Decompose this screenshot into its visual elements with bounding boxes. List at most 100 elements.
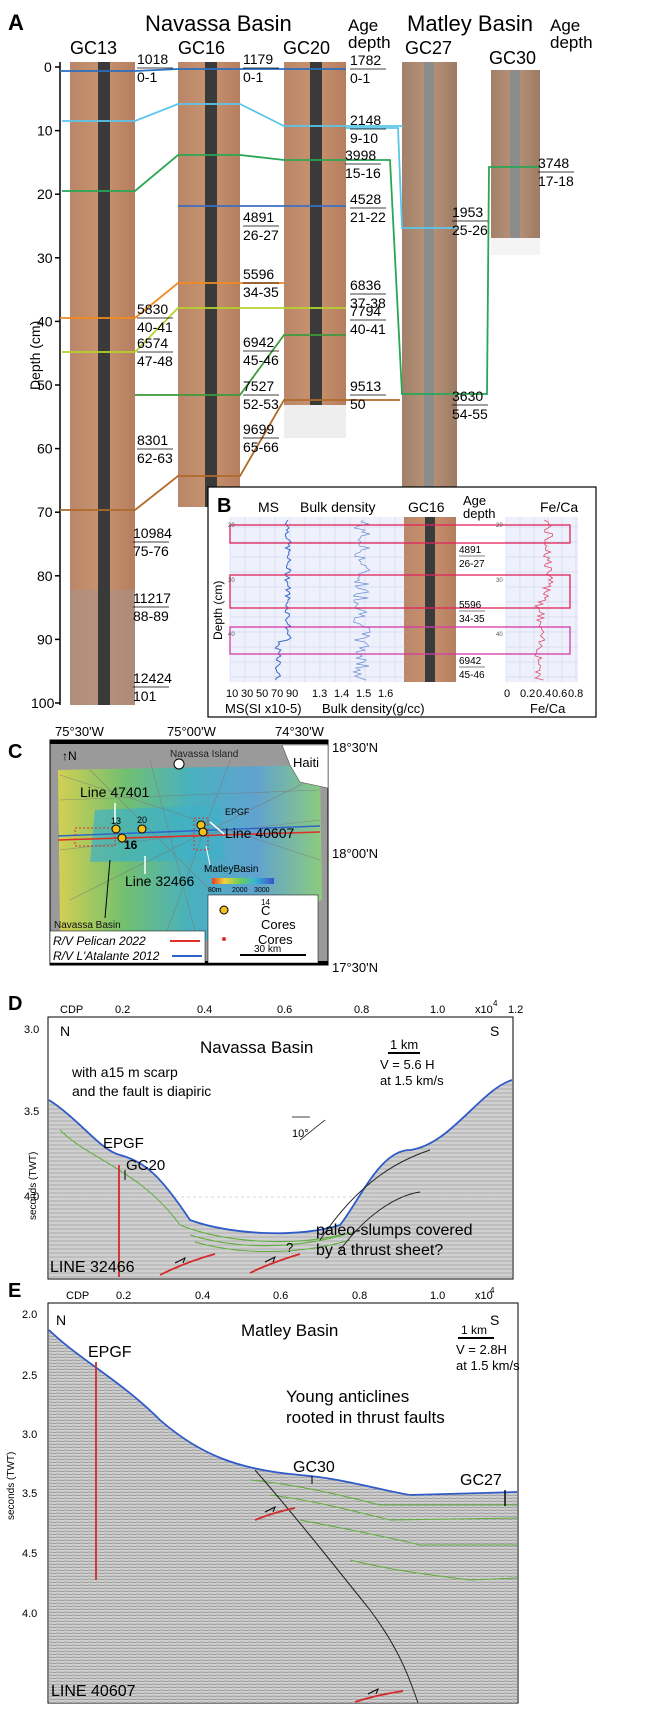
age-labels: 10180-1583040-41657447-48830162-63109847…	[133, 51, 574, 704]
y-tick-d-1: 3.0	[24, 1024, 39, 1036]
bd-tick-label: 1.5	[356, 688, 371, 700]
y-tick-e-2: 2.5	[22, 1370, 37, 1382]
navassa-island-marker	[173, 758, 185, 770]
panel-c-letter: C	[8, 741, 22, 763]
age-depth-gc20: 9-10	[350, 130, 378, 146]
c14-core-symbol	[219, 905, 229, 915]
age-depth-gc13: 101	[133, 688, 157, 704]
cores-label: Cores	[258, 932, 293, 947]
correlation-line-brown	[60, 399, 400, 511]
north-arrow: ↑N	[62, 749, 77, 763]
panel-b-fe-depth-tick: 30	[496, 578, 503, 584]
navassa-island-label: Navassa Island	[170, 749, 238, 760]
ms-tick-label: 70	[271, 688, 283, 700]
age-depth-header-2: Age depth	[550, 16, 593, 52]
age-value-gc16: 4891	[243, 209, 274, 225]
cdp-tick-label-e: 0.6	[273, 1290, 288, 1302]
core-gc16	[178, 62, 240, 507]
age-value-gc30: 3748	[538, 155, 569, 171]
core-20-marker	[137, 824, 147, 834]
fe-tick-label: 0.2	[520, 688, 535, 700]
panel-b-age-labels: 4891 26-27 5596 34-35 6942 45-46	[459, 545, 485, 681]
panel-b-depth-tick: 30	[228, 578, 235, 584]
core-20-label: 20	[137, 815, 147, 825]
age-depth-gc16: 45-46	[243, 352, 279, 368]
panel-a-letter: A	[8, 10, 24, 35]
core-name-gc30: GC30	[489, 48, 536, 68]
panel-b-age-value: 5596	[459, 600, 482, 611]
panel-b-depth-label: Depth (cm)	[211, 581, 225, 640]
seafloor-e	[48, 1329, 518, 1496]
cdp-tick-label-e: 0.2	[116, 1290, 131, 1302]
lat-label-2: 18°00'N	[332, 846, 378, 861]
depth-tick-label: 100	[31, 695, 55, 711]
depth-tick-label: 10	[37, 123, 53, 139]
line-40607-label: Line 40607	[225, 825, 295, 841]
fe-axis-label: Fe/Ca	[530, 701, 566, 716]
core-name-gc20: GC20	[283, 38, 330, 58]
age-depth-gc27: 54-55	[452, 406, 488, 422]
vertical-exaggeration-d: V = 5.6 H	[380, 1057, 435, 1072]
age-value-gc20: 3998	[345, 147, 376, 163]
cdp-tick-label-d: 0.8	[354, 1004, 369, 1016]
cdp-tick-label-d: 1.0	[430, 1004, 445, 1016]
panel-b-depth-tick: 20	[228, 523, 235, 529]
lat-label-1: 18°30'N	[332, 740, 378, 755]
navassa-basin-title-d: Navassa Basin	[200, 1038, 313, 1057]
age-depth-gc20: 15-16	[345, 165, 381, 181]
north-label-e: N	[56, 1312, 66, 1328]
cdp-tick-label-d: 0.6	[277, 1004, 292, 1016]
depth-tick-label: 70	[37, 504, 53, 520]
core-13-marker	[111, 824, 121, 834]
panel-b-fe-depth-tick: 20	[496, 523, 503, 529]
correlation-line-yellow-green	[62, 307, 346, 353]
age-value-gc16: 7527	[243, 378, 274, 394]
velocity-label-d: at 1.5 km/s	[380, 1073, 444, 1088]
depth-axis-ticks: 0 10 20 30 40 50 60 70 80 90 100	[31, 59, 60, 711]
gc30-label-e: GC30	[293, 1459, 335, 1476]
haiti-landmass	[281, 744, 329, 789]
epgf-label-e: EPGF	[88, 1344, 132, 1361]
highlight-box-2	[229, 574, 571, 609]
ms-tick-label: 10	[226, 688, 238, 700]
age-value-gc16: 5596	[243, 266, 274, 282]
age-value-gc27: 1953	[452, 204, 483, 220]
panel-b-axis-ticks: 10 30 50 70 90 1.3 1.4 1.5 1.6 0 0.2 0.4 0.6 0.8	[226, 688, 583, 700]
scale-label-e: 1 km	[461, 1323, 487, 1337]
cdp-ticks-e: 0.2 0.4 0.6 0.8 1.0	[116, 1290, 445, 1302]
panel-d-letter: D	[8, 993, 22, 1015]
highlight-box-3	[229, 626, 571, 655]
scale-label: 30 km	[254, 944, 281, 955]
y-tick-e-6: 4.0	[22, 1608, 37, 1620]
header-ms: MS	[258, 499, 279, 515]
core-13-label: 13	[111, 816, 121, 826]
core-name-gc27: GC27	[405, 38, 452, 58]
age-depth-gc16: 0-1	[243, 69, 263, 85]
bulk-density-curve	[352, 519, 371, 681]
age-depth-header-1: Age depth	[348, 16, 391, 52]
panel-e-letter: E	[8, 1280, 21, 1302]
age-depth-gc13: 40-41	[137, 319, 173, 335]
slump-note-d: paleo-slumps covered by a thrust sheet?	[316, 1222, 473, 1259]
age-value-gc20: 7794	[350, 303, 381, 319]
age-value-gc20: 1782	[350, 52, 381, 68]
panel-d: D CDP 0.2 0.4 0.6 0.8 1.0 1.2 x10 4 N S Navas…	[8, 993, 523, 1280]
core-gc13	[70, 62, 135, 705]
lon-label-2: 75°00'W	[167, 724, 217, 739]
age-value-gc13: 12424	[133, 670, 172, 686]
panel-b-age-value: 6942	[459, 656, 482, 667]
panel-b-letter: B	[217, 495, 231, 517]
cdp-ticks-d: 0.2 0.4 0.6 0.8 1.0 1.2	[115, 1004, 523, 1016]
age-depth-gc13: 88-89	[133, 608, 169, 624]
ms-axis-label: MS(SI x10-5)	[225, 701, 302, 716]
correlation-lines	[60, 68, 540, 511]
age-value-gc13: 5830	[137, 301, 168, 317]
lon-label-3: 74°30'W	[275, 724, 325, 739]
fe-tick-label: 0.6	[552, 688, 567, 700]
cdp-label-e: CDP	[66, 1290, 89, 1302]
y-tick-e-5: 4.5	[22, 1548, 37, 1560]
line-47401-label: Line 47401	[80, 784, 150, 800]
x10-exponent-d: 4	[493, 999, 498, 1008]
core-name-gc16: GC16	[178, 38, 225, 58]
